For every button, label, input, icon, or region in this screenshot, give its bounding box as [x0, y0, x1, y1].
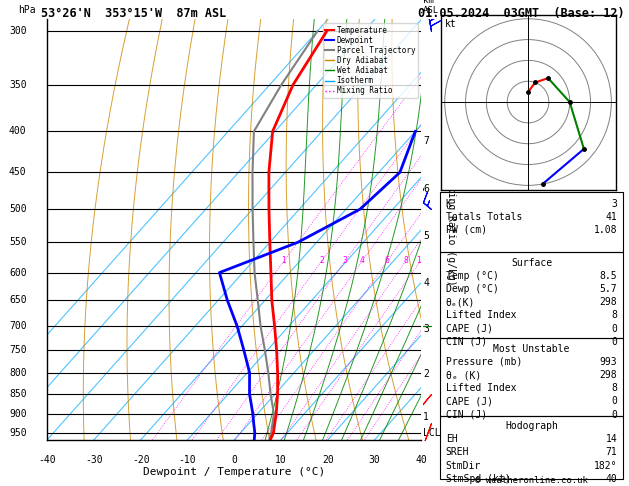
Text: 600: 600 [9, 268, 26, 278]
Text: CAPE (J): CAPE (J) [446, 397, 493, 406]
Text: SREH: SREH [446, 448, 469, 457]
Text: 40: 40 [606, 474, 617, 484]
Text: 993: 993 [599, 357, 617, 367]
Text: 30: 30 [369, 454, 381, 465]
Text: Dewpoint / Temperature (°C): Dewpoint / Temperature (°C) [143, 467, 325, 477]
Text: 2: 2 [320, 256, 324, 265]
Text: 01.05.2024  03GMT  (Base: 12): 01.05.2024 03GMT (Base: 12) [418, 7, 625, 20]
Text: -30: -30 [85, 454, 103, 465]
Text: 10: 10 [276, 454, 287, 465]
Text: 20: 20 [322, 454, 334, 465]
Text: 350: 350 [9, 80, 26, 90]
Text: Surface: Surface [511, 258, 552, 268]
Text: 8: 8 [611, 383, 617, 393]
Text: 3: 3 [423, 324, 429, 334]
Text: 850: 850 [9, 389, 26, 399]
Text: Pressure (mb): Pressure (mb) [446, 357, 522, 367]
Text: 500: 500 [9, 204, 26, 214]
Text: 0: 0 [611, 337, 617, 347]
Text: -10: -10 [179, 454, 196, 465]
Text: hPa: hPa [18, 5, 35, 15]
Text: kt: kt [445, 19, 457, 29]
Text: 71: 71 [606, 448, 617, 457]
Text: StmDir: StmDir [446, 461, 481, 470]
Text: Most Unstable: Most Unstable [493, 344, 570, 354]
Text: 4: 4 [423, 278, 429, 288]
Text: PW (cm): PW (cm) [446, 225, 487, 235]
Text: 400: 400 [9, 126, 26, 137]
Text: 900: 900 [9, 409, 26, 419]
Text: Lifted Index: Lifted Index [446, 311, 516, 320]
Text: 0: 0 [611, 410, 617, 419]
Text: 40: 40 [416, 454, 427, 465]
Text: 10: 10 [416, 256, 425, 265]
Text: 3: 3 [343, 256, 348, 265]
Text: Mixing Ratio (g/kg): Mixing Ratio (g/kg) [447, 174, 457, 285]
Text: 0: 0 [611, 324, 617, 333]
Text: 8: 8 [611, 311, 617, 320]
Text: Lifted Index: Lifted Index [446, 383, 516, 393]
Text: 4: 4 [360, 256, 365, 265]
Text: 550: 550 [9, 237, 26, 247]
Text: LCL: LCL [423, 428, 441, 438]
Text: 1: 1 [282, 256, 286, 265]
Text: 1.08: 1.08 [594, 225, 617, 235]
Text: 182°: 182° [594, 461, 617, 470]
Text: 950: 950 [9, 428, 26, 437]
Text: Hodograph: Hodograph [505, 421, 558, 432]
Text: 800: 800 [9, 368, 26, 378]
Text: 5: 5 [423, 231, 429, 241]
Legend: Temperature, Dewpoint, Parcel Trajectory, Dry Adiabat, Wet Adiabat, Isotherm, Mi: Temperature, Dewpoint, Parcel Trajectory… [323, 23, 418, 98]
Text: 298: 298 [599, 297, 617, 307]
Text: θₑ (K): θₑ (K) [446, 370, 481, 380]
Text: km
ASL: km ASL [423, 0, 440, 15]
Text: 14: 14 [606, 434, 617, 444]
Text: 750: 750 [9, 345, 26, 355]
Text: CIN (J): CIN (J) [446, 337, 487, 347]
Text: CIN (J): CIN (J) [446, 410, 487, 419]
Text: 298: 298 [599, 370, 617, 380]
Text: 300: 300 [9, 26, 26, 36]
Text: 6: 6 [385, 256, 390, 265]
Text: 0: 0 [231, 454, 237, 465]
Text: 650: 650 [9, 295, 26, 305]
Text: 8.5: 8.5 [599, 271, 617, 281]
Text: θₑ(K): θₑ(K) [446, 297, 475, 307]
Text: © weatheronline.co.uk: © weatheronline.co.uk [475, 476, 588, 485]
Text: 0: 0 [611, 397, 617, 406]
Text: Dewp (°C): Dewp (°C) [446, 284, 499, 294]
Text: CAPE (J): CAPE (J) [446, 324, 493, 333]
Text: 3: 3 [611, 199, 617, 209]
Text: Totals Totals: Totals Totals [446, 212, 522, 222]
Text: -40: -40 [38, 454, 56, 465]
Text: 2: 2 [423, 369, 429, 380]
Text: 450: 450 [9, 167, 26, 177]
Text: 7: 7 [423, 136, 429, 146]
Text: 5.7: 5.7 [599, 284, 617, 294]
Text: EH: EH [446, 434, 457, 444]
Text: 41: 41 [606, 212, 617, 222]
Text: 6: 6 [423, 184, 429, 194]
Text: 700: 700 [9, 321, 26, 331]
Text: 8: 8 [403, 256, 408, 265]
Text: Temp (°C): Temp (°C) [446, 271, 499, 281]
Text: StmSpd (kt): StmSpd (kt) [446, 474, 510, 484]
Text: -20: -20 [132, 454, 150, 465]
Text: 1: 1 [423, 412, 429, 422]
Text: 53°26'N  353°15'W  87m ASL: 53°26'N 353°15'W 87m ASL [41, 7, 226, 20]
Text: K: K [446, 199, 452, 209]
